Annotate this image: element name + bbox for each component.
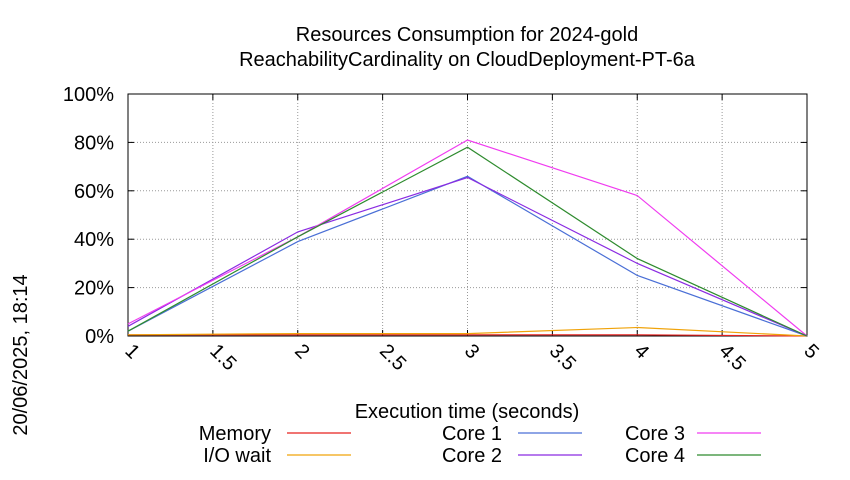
y-tick-label: 40% (74, 229, 114, 251)
legend-label-memory: Memory (199, 423, 271, 445)
series-line-memory (128, 334, 808, 337)
y-tick-label: 60% (74, 181, 114, 203)
legend-label-core-4: Core 4 (625, 445, 685, 467)
series-line-core-1 (127, 175, 808, 337)
x-tick-label: 2 (290, 340, 313, 363)
y-tick-label: 100% (63, 84, 114, 106)
legend-label-core-2: Core 2 (442, 445, 502, 467)
legend-label-core-1: Core 1 (442, 423, 502, 445)
x-tick-label: 3.5 (545, 340, 580, 375)
x-tick-label: 5 (799, 340, 822, 363)
y-tick-label: 0% (85, 326, 114, 348)
series-line-i-o-wait (127, 326, 808, 337)
x-tick-label: 4.5 (715, 340, 750, 375)
timestamp-label: 20/06/2025, 18:14 (10, 274, 32, 435)
y-axis-ticks: 0% 20% 40% 60% 80% 100% (63, 84, 807, 348)
chart-title-line2: ReachabilityCardinality on CloudDeployme… (239, 49, 696, 71)
y-tick-label: 80% (74, 132, 114, 154)
legend-label-i-o-wait: I/O wait (203, 445, 271, 467)
x-tick-label: 1 (120, 340, 143, 363)
x-axis-label: Execution time (seconds) (355, 401, 580, 423)
series-line-core-3 (127, 139, 808, 337)
x-tick-label: 1.5 (205, 340, 240, 375)
series-lines (127, 139, 808, 337)
y-tick-label: 20% (74, 278, 114, 300)
grid-lines (128, 94, 807, 336)
series-line-core-4 (127, 146, 808, 337)
x-tick-label: 4 (630, 340, 653, 363)
legend-label-core-3: Core 3 (625, 423, 685, 445)
chart-title-line1: Resources Consumption for 2024-gold (296, 24, 638, 46)
series-line-core-2 (127, 176, 808, 337)
x-tick-label: 3 (460, 340, 483, 363)
x-tick-label: 2.5 (375, 340, 410, 375)
